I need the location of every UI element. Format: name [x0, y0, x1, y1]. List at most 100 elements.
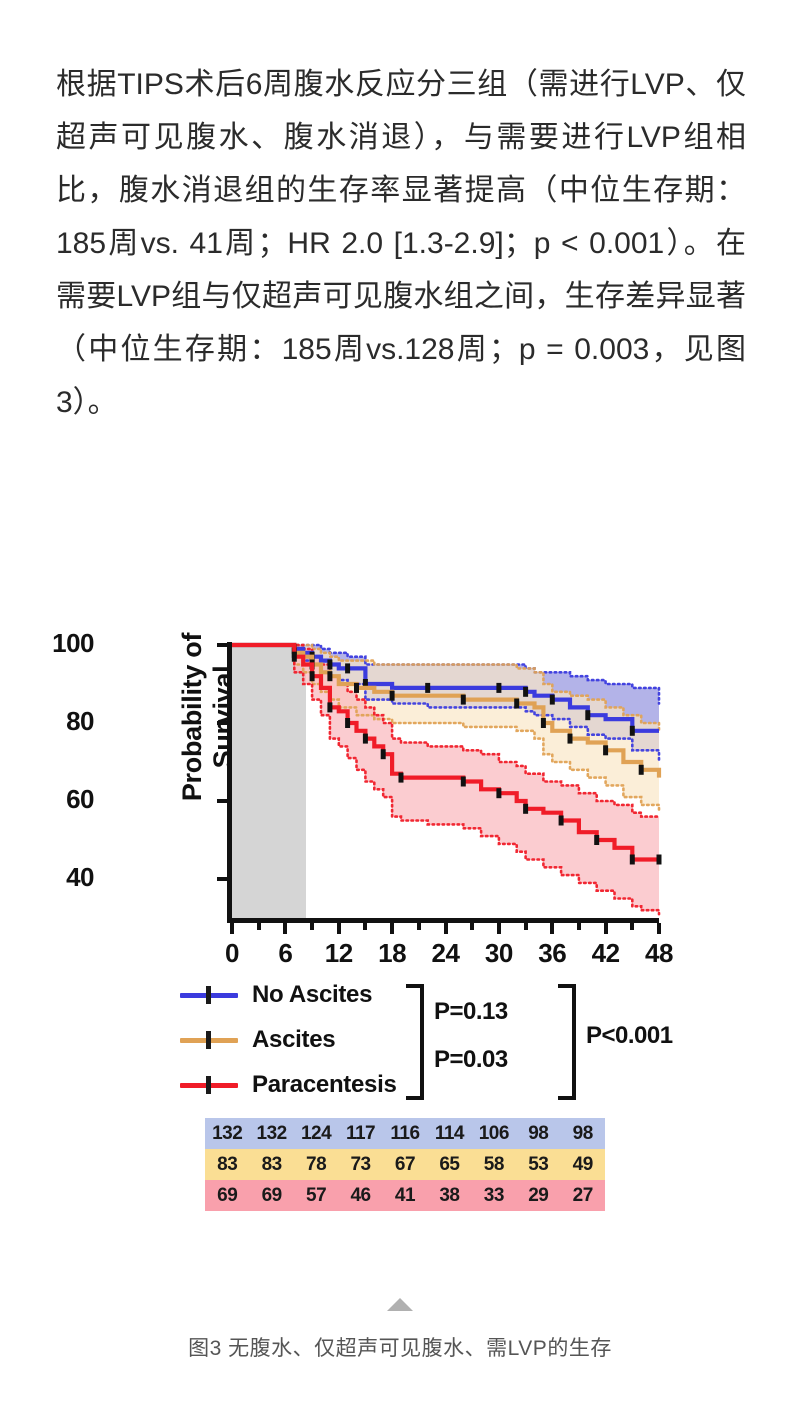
censor-mark [389, 690, 395, 701]
survival-curves-svg [230, 642, 662, 916]
risk-table-cell: 116 [390, 1122, 420, 1144]
risk-table-cell: 98 [572, 1122, 594, 1144]
censor-mark [549, 694, 555, 705]
chart-legend: No Ascites Ascites Paracentesis P=0.13 P… [180, 978, 700, 1103]
x-tick-minor [470, 923, 475, 930]
risk-table-cell: 65 [439, 1153, 460, 1175]
risk-table-cell: 58 [483, 1153, 505, 1175]
risk-table-cell: 73 [350, 1153, 371, 1175]
legend-item-no-ascites: No Ascites [180, 978, 372, 1012]
risk-table-cell: 57 [306, 1184, 327, 1206]
y-tick-label: 80 [66, 706, 94, 736]
scroll-up-triangle-icon[interactable] [387, 1298, 413, 1311]
censor-mark [291, 651, 297, 662]
figure-survival-chart: Probability of Survival 40 60 80 100 0 6 12 18… [52, 590, 700, 1250]
numbers-at-risk-table: 132 132 124 117 116 114 106 98 98 83 83 78 73 67 65 58 5… [205, 1118, 605, 1211]
x-tick-minor [576, 923, 581, 930]
censor-mark [594, 835, 600, 845]
censor-mark [523, 803, 529, 814]
pvalue-no-ascites-vs-ascites: P=0.13 [434, 998, 508, 1025]
x-tick-minor [416, 923, 421, 930]
x-tick [230, 923, 234, 934]
article-paragraph: 根据TIPS术后6周腹水反应分三组（需进行LVP、仅超声可见腹水、腹水消退），与… [56, 68, 746, 419]
x-tick [603, 923, 608, 934]
risk-table-cell: 98 [528, 1122, 549, 1144]
censor-mark [398, 772, 404, 783]
censor-mark [327, 671, 333, 682]
censor-mark [638, 764, 644, 775]
censor-mark [629, 854, 635, 865]
y-tick-label: 60 [66, 784, 94, 814]
x-tick-label: 24 [431, 938, 460, 968]
legend-item-paracentesis: Paracentesis [180, 1068, 397, 1102]
y-tick [217, 721, 228, 725]
risk-table-cell: 132 [256, 1122, 288, 1144]
censor-mark [345, 718, 351, 728]
pvalue-bracket-outer [558, 984, 576, 1100]
confidence-border-1-upper [230, 643, 661, 733]
risk-table-cell: 114 [434, 1122, 465, 1144]
x-tick-label: 0 [225, 938, 239, 968]
x-tick-minor [523, 923, 528, 930]
y-tick-label: 100 [52, 628, 94, 658]
risk-table-row: 132 132 124 117 116 114 106 98 98 [205, 1118, 605, 1149]
x-tick-minor [310, 923, 315, 930]
legend-swatch-ascites [180, 1031, 238, 1049]
x-tick-minor [630, 923, 635, 930]
censor-mark [362, 733, 368, 744]
risk-table-cell: 78 [306, 1153, 327, 1175]
legend-label-ascites: Ascites [252, 1026, 336, 1053]
x-axis-line [227, 918, 659, 923]
x-tick [550, 923, 555, 934]
censor-mark [460, 694, 466, 705]
x-tick-label: 42 [591, 938, 620, 968]
censor-mark [629, 725, 635, 736]
plot-area: Probability of Survival 40 60 80 100 0 6 12 18… [52, 590, 700, 970]
censor-mark [362, 679, 368, 689]
x-tick [657, 923, 661, 934]
censor-mark [567, 733, 573, 744]
risk-table-cell: 29 [528, 1184, 549, 1206]
risk-table-cell: 83 [217, 1153, 238, 1175]
risk-table-cell: 67 [394, 1153, 416, 1175]
pvalue-overall: P<0.001 [586, 1022, 673, 1049]
legend-item-ascites: Ascites [180, 1023, 336, 1057]
risk-table-row: 69 69 57 46 41 38 33 29 27 [205, 1180, 605, 1211]
risk-table-cell: 117 [345, 1122, 376, 1144]
risk-table-cell: 124 [300, 1122, 332, 1144]
x-tick-label: 12 [324, 938, 353, 968]
y-tick-label: 40 [66, 862, 94, 892]
censor-mark [327, 702, 333, 713]
x-tick-label: 36 [538, 938, 567, 968]
censor-mark [496, 682, 502, 693]
x-tick-minor [363, 923, 368, 930]
x-tick [496, 923, 501, 934]
x-tick [443, 923, 448, 934]
censor-mark [514, 698, 520, 709]
x-tick-minor [256, 923, 261, 930]
legend-label-no-ascites: No Ascites [252, 981, 373, 1008]
censor-mark [309, 671, 315, 682]
censor-mark [460, 776, 466, 787]
censor-mark [540, 718, 546, 728]
legend-swatch-no-ascites [180, 986, 238, 1004]
risk-table-cell: 106 [478, 1122, 510, 1144]
censor-mark [380, 749, 386, 760]
confidence-border-1-lower [230, 643, 661, 814]
x-tick-label: 48 [645, 938, 673, 968]
x-tick-label: 30 [484, 938, 513, 968]
censor-mark [585, 710, 591, 721]
censor-mark [496, 788, 502, 799]
risk-table-cell: 132 [212, 1122, 243, 1144]
risk-table-cell: 83 [261, 1153, 283, 1175]
y-tick [217, 877, 228, 881]
risk-table-cell: 41 [394, 1184, 416, 1206]
x-tick [390, 923, 395, 934]
censor-mark [345, 663, 351, 674]
risk-table-cell: 46 [350, 1184, 371, 1206]
risk-table-cell: 69 [261, 1184, 283, 1206]
x-tick [336, 923, 341, 934]
censor-mark [327, 659, 333, 670]
pvalue-ascites-vs-paracentesis: P=0.03 [434, 1046, 508, 1073]
